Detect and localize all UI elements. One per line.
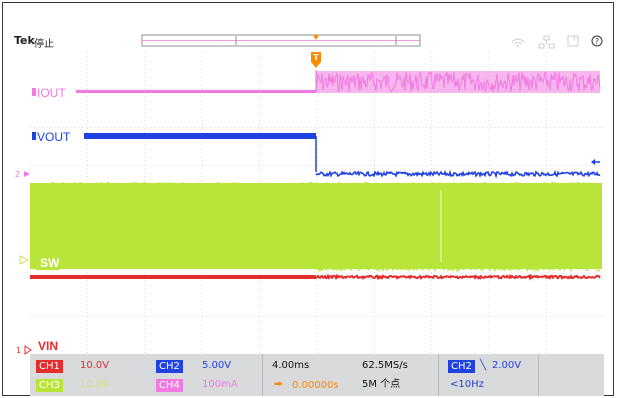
ch2-scale[interactable]: 5.00V <box>202 360 232 371</box>
svg-text:VIN: VIN <box>38 339 58 353</box>
sw-trace <box>30 183 602 269</box>
wifi-icon[interactable] <box>511 38 525 47</box>
vout-label: VOUT <box>32 130 71 144</box>
vin-label: VIN <box>38 339 58 353</box>
record-length[interactable]: 5M 个点 <box>362 379 401 390</box>
ch2-badge[interactable]: CH2 <box>156 360 183 373</box>
ch2-ground-marker-icon[interactable] <box>24 171 30 177</box>
trigger-position-value[interactable]: 0.00000s <box>292 380 339 391</box>
trigger-level-value[interactable]: 2.00V <box>492 360 522 371</box>
svg-text:SW: SW <box>40 256 60 270</box>
svg-text:VOUT: VOUT <box>37 130 71 144</box>
network-icon[interactable] <box>538 35 555 49</box>
svg-text:IOUT: IOUT <box>37 86 66 100</box>
top-status-bar: Tek 停止 <box>14 34 606 50</box>
vin-trace-after <box>315 273 601 281</box>
record-overview[interactable] <box>141 34 421 47</box>
vin-trace <box>30 275 316 279</box>
separator <box>438 354 439 396</box>
brand-logo: Tek <box>14 34 35 47</box>
trigger-source-badge[interactable]: CH2 <box>448 360 475 373</box>
iout-label: IOUT <box>32 86 66 100</box>
ch3-ground-marker-icon[interactable] <box>19 255 30 265</box>
iout-trace-noise <box>315 70 601 93</box>
screen-icon[interactable] <box>567 35 579 47</box>
measurement-readout-bar: CH1 10.0V CH2 5.00V CH3 10.0V CH4 100mA … <box>30 354 604 396</box>
trigger-frequency[interactable]: <10Hz <box>450 379 484 390</box>
waveforms <box>29 70 603 281</box>
svg-text:T: T <box>313 53 319 62</box>
svg-text:?: ? <box>595 37 599 46</box>
slope-icon: ╲ <box>480 360 487 371</box>
ch4-scale[interactable]: 100mA <box>202 379 238 390</box>
iout-trace <box>76 90 316 93</box>
sw-label: SW <box>36 256 60 270</box>
separator <box>538 354 539 396</box>
acquisition-status: 停止 <box>34 39 54 50</box>
ch1-scale[interactable]: 10.0V <box>80 360 110 371</box>
ch1-marker-label: 1 <box>16 346 21 355</box>
ch3-scale[interactable]: 10.0V <box>80 379 110 390</box>
help-icon[interactable]: ? <box>591 35 603 47</box>
vout-trace <box>84 133 316 139</box>
trigger-level-arrow-icon[interactable] <box>591 159 600 165</box>
ch4-badge[interactable]: CH4 <box>156 379 183 392</box>
sw-trace-top <box>29 181 603 187</box>
timebase-value[interactable]: 4.00ms <box>272 360 310 371</box>
ch1-badge[interactable]: CH1 <box>36 360 63 373</box>
trigger-position-icon: ➡ <box>274 379 283 390</box>
ch2-marker-label: 2 <box>15 170 20 179</box>
ch3-badge[interactable]: CH3 <box>36 379 63 392</box>
trigger-marker-icon[interactable]: T <box>311 52 321 68</box>
sw-trace-after <box>315 263 601 273</box>
separator <box>262 354 263 396</box>
vout-trace-after <box>315 169 601 179</box>
sample-rate[interactable]: 62.5MS/s <box>362 360 408 371</box>
ch1-ground-marker-icon[interactable] <box>24 345 32 355</box>
